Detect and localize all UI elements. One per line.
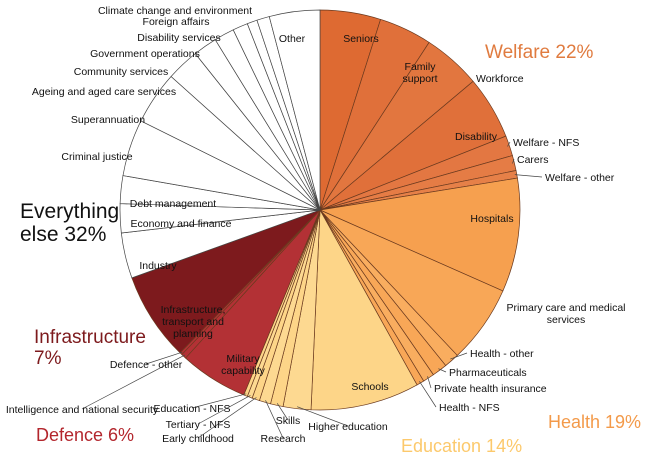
slice-label-seniors: Seniors bbox=[343, 33, 379, 45]
slice-label-education-nfs: Education - NFS bbox=[153, 403, 230, 415]
slice-label-foreign-affairs: Foreign affairs bbox=[143, 16, 210, 28]
slice-label-disability-services: Disability services bbox=[137, 32, 220, 44]
slice-label-welfare-nfs: Welfare - NFS bbox=[513, 137, 579, 149]
slice-label-debt-management: Debt management bbox=[130, 198, 216, 210]
slice-label-schools: Schools bbox=[351, 381, 388, 393]
slice-label-carers: Carers bbox=[517, 154, 549, 166]
slice-label-tertiary-nfs: Tertiary - NFS bbox=[166, 419, 231, 431]
leader-line-defence-other bbox=[145, 351, 183, 365]
slice-label-health-nfs: Health - NFS bbox=[439, 402, 500, 414]
group-label-other: Everything else 32% bbox=[20, 200, 119, 246]
slice-labels: Seniors Family support Workforce Disability W… bbox=[6, 5, 626, 445]
group-label-defence: Defence 6% bbox=[36, 425, 134, 445]
leader-line-welfare-other bbox=[514, 174, 543, 178]
slice-label-workforce: Workforce bbox=[476, 73, 524, 85]
slice-label-private-health-insurance: Private health insurance bbox=[434, 383, 547, 395]
group-labels: Welfare 22% Health 19% Education 14% Defenc… bbox=[20, 42, 641, 456]
slice-label-defence-other: Defence - other bbox=[110, 359, 183, 371]
slice-label-criminal-justice: Criminal justice bbox=[61, 151, 132, 163]
leader-line-carers bbox=[512, 158, 515, 164]
leader-line-intelligence bbox=[81, 354, 186, 410]
slice-label-other: Other bbox=[279, 33, 306, 45]
leader-line-early-childhood bbox=[197, 397, 257, 439]
group-label-health: Health 19% bbox=[548, 412, 641, 432]
slice-label-welfare-other: Welfare - other bbox=[545, 172, 615, 184]
group-label-welfare: Welfare 22% bbox=[485, 42, 594, 63]
leader-line-private-health-insurance bbox=[427, 376, 432, 389]
pie-slice-other bbox=[268, 9, 321, 211]
slice-label-economy-finance: Economy and finance bbox=[131, 218, 232, 230]
pie-slices bbox=[119, 9, 521, 411]
slice-label-research: Research bbox=[261, 433, 306, 445]
slice-label-higher-education: Higher education bbox=[308, 421, 388, 433]
leader-line-tertiary-nfs bbox=[197, 395, 251, 425]
leader-line-skills bbox=[276, 403, 289, 421]
slice-label-early-childhood: Early childhood bbox=[162, 433, 234, 445]
label-leader-lines bbox=[81, 141, 543, 439]
slice-label-intelligence: Intelligence and national security bbox=[6, 404, 159, 416]
slice-label-family-support: Family support bbox=[402, 61, 437, 85]
slice-label-climate-change: Climate change and environment bbox=[98, 5, 252, 17]
slice-label-government-operations: Government operations bbox=[90, 48, 200, 60]
leader-line-higher-education bbox=[297, 406, 349, 427]
slice-label-hospitals: Hospitals bbox=[470, 213, 513, 225]
group-label-infrastructure: Infrastructure 7% bbox=[34, 327, 146, 369]
slice-label-pharmaceuticals: Pharmaceuticals bbox=[449, 367, 527, 379]
slice-label-military-capability: Military capability bbox=[221, 353, 266, 377]
group-label-education: Education 14% bbox=[401, 436, 522, 456]
slice-label-primary-care: Primary care and medical services bbox=[506, 302, 625, 326]
slice-label-ageing: Ageing and aged care services bbox=[32, 86, 176, 98]
leader-line-pharmaceuticals bbox=[438, 368, 447, 373]
pie-slice-schools bbox=[310, 208, 418, 411]
slice-label-health-other: Health - other bbox=[470, 348, 534, 360]
leader-line-welfare-nfs bbox=[507, 141, 511, 147]
slice-label-community-services: Community services bbox=[74, 66, 169, 78]
slice-label-industry: Industry bbox=[139, 260, 177, 272]
leader-line-education-nfs bbox=[191, 393, 247, 409]
leader-line-health-nfs bbox=[419, 381, 437, 408]
slice-label-skills: Skills bbox=[276, 415, 301, 427]
slice-label-disability: Disability bbox=[455, 131, 498, 143]
pie-slice-hospitals bbox=[318, 177, 521, 292]
slice-label-superannuation: Superannuation bbox=[71, 114, 145, 126]
slice-label-infrastructure: Infrastructure, transport and planning bbox=[161, 304, 226, 340]
leader-line-health-other bbox=[450, 352, 468, 360]
leader-line-research bbox=[265, 400, 284, 439]
